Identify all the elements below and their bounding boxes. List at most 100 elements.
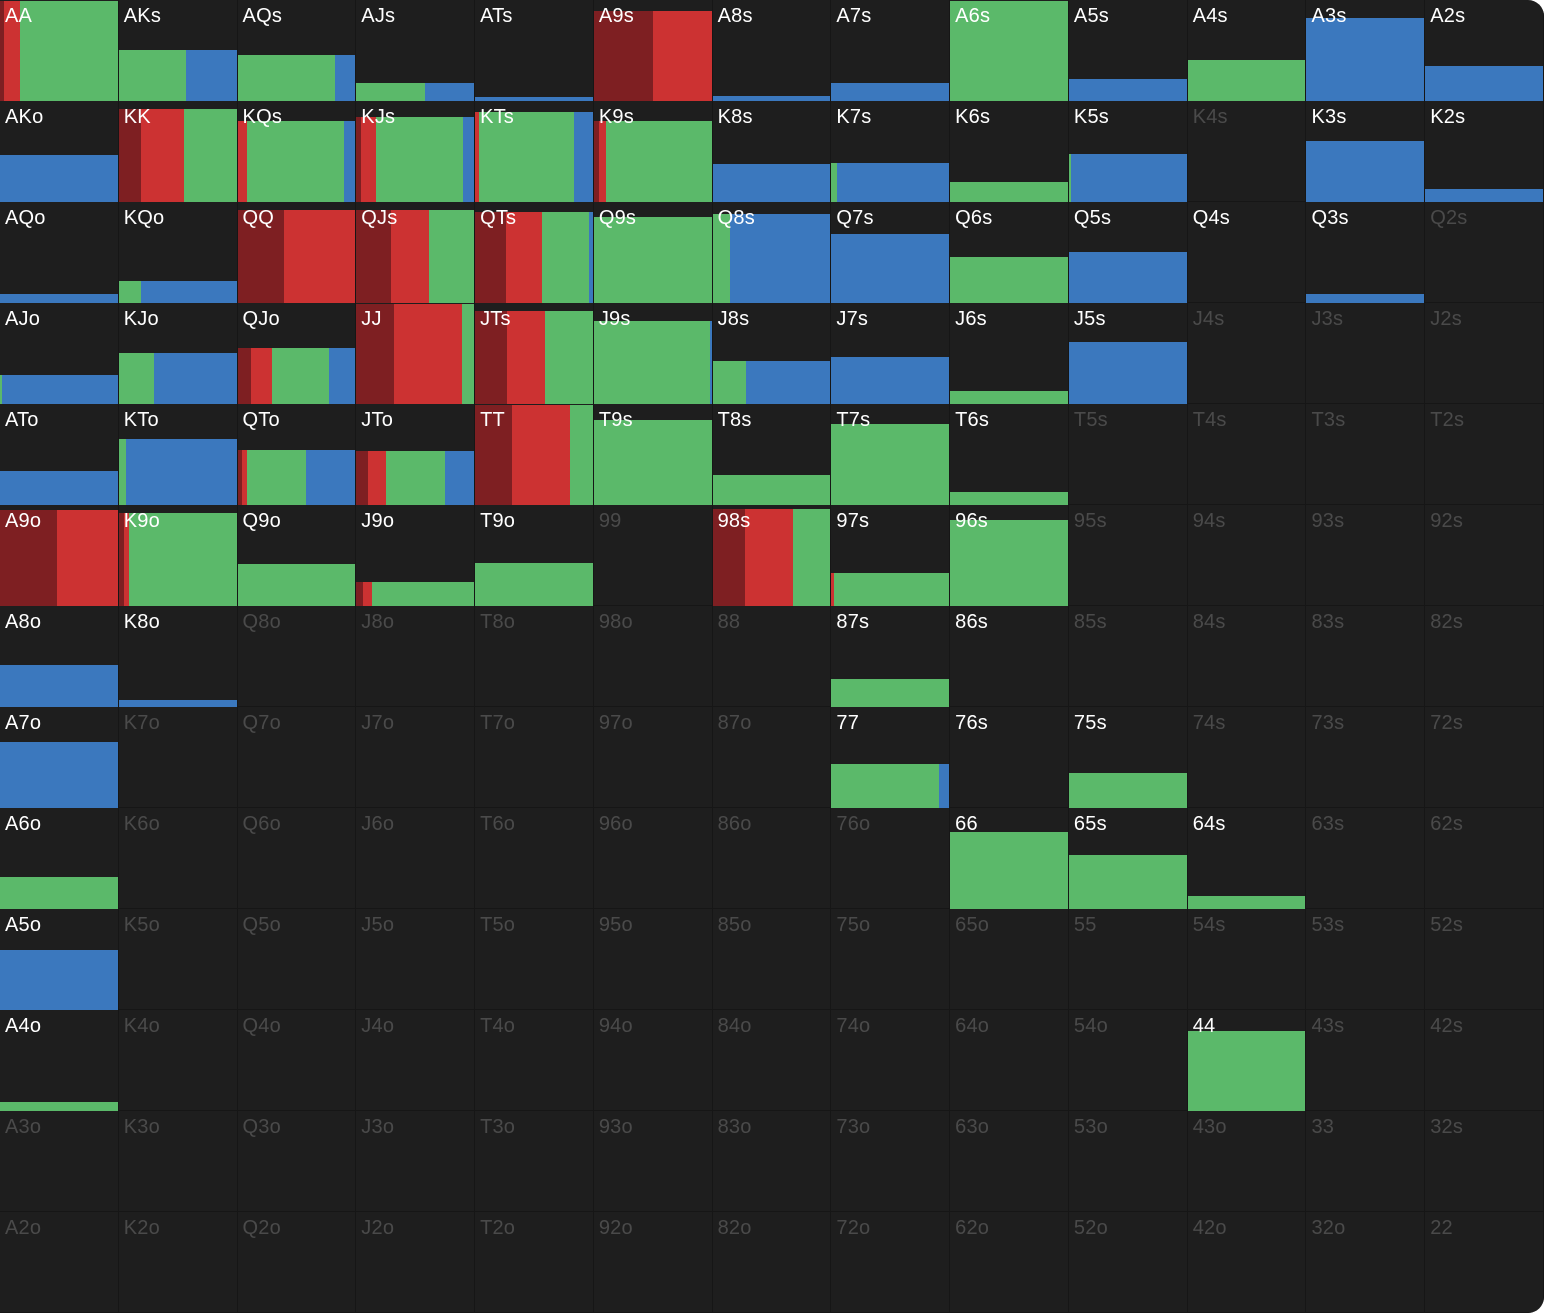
hand-cell-63o[interactable]: 63o — [950, 1111, 1069, 1212]
hand-cell-q9s[interactable]: Q9s — [593, 202, 713, 303]
hand-cell-j6o[interactable]: J6o — [356, 808, 475, 909]
hand-cell-k9o[interactable]: K9o — [118, 505, 238, 606]
hand-cell-54s[interactable]: 54s — [1187, 909, 1307, 1010]
hand-cell-j5o[interactable]: J5o — [356, 909, 475, 1010]
hand-cell-k9s[interactable]: K9s — [593, 101, 713, 202]
hand-cell-a2o[interactable]: A2o — [0, 1212, 119, 1313]
hand-cell-k3s[interactable]: K3s — [1306, 101, 1426, 202]
hand-cell-93o[interactable]: 93o — [593, 1111, 713, 1212]
hand-cell-77[interactable]: 77 — [831, 707, 951, 808]
hand-cell-qq[interactable]: QQ — [237, 202, 357, 303]
hand-cell-t5s[interactable]: T5s — [1068, 404, 1188, 505]
hand-cell-33[interactable]: 33 — [1306, 1111, 1425, 1212]
hand-cell-75o[interactable]: 75o — [831, 909, 950, 1010]
hand-cell-k8o[interactable]: K8o — [118, 606, 238, 707]
hand-cell-85s[interactable]: 85s — [1068, 606, 1188, 707]
hand-cell-97s[interactable]: 97s — [831, 505, 951, 606]
hand-cell-32o[interactable]: 32o — [1306, 1212, 1425, 1313]
hand-cell-aqo[interactable]: AQo — [0, 202, 119, 303]
hand-cell-q2o[interactable]: Q2o — [237, 1212, 357, 1313]
hand-cell-j6s[interactable]: J6s — [950, 303, 1069, 404]
hand-cell-92s[interactable]: 92s — [1425, 505, 1544, 606]
hand-cell-a4s[interactable]: A4s — [1187, 0, 1307, 101]
hand-cell-44[interactable]: 44 — [1187, 1010, 1307, 1111]
hand-cell-63s[interactable]: 63s — [1306, 808, 1425, 909]
hand-cell-a9s[interactable]: A9s — [593, 0, 713, 101]
hand-cell-75s[interactable]: 75s — [1068, 707, 1188, 808]
hand-cell-k5s[interactable]: K5s — [1068, 101, 1188, 202]
hand-cell-62o[interactable]: 62o — [950, 1212, 1069, 1313]
hand-cell-82o[interactable]: 82o — [712, 1212, 832, 1313]
hand-cell-74o[interactable]: 74o — [831, 1010, 950, 1111]
hand-cell-t9s[interactable]: T9s — [593, 404, 713, 505]
hand-cell-52s[interactable]: 52s — [1425, 909, 1544, 1010]
hand-cell-aqs[interactable]: AQs — [237, 0, 357, 101]
hand-cell-t9o[interactable]: T9o — [475, 505, 594, 606]
hand-cell-kk[interactable]: KK — [118, 101, 238, 202]
hand-cell-94o[interactable]: 94o — [593, 1010, 713, 1111]
hand-cell-87s[interactable]: 87s — [831, 606, 951, 707]
hand-cell-j8o[interactable]: J8o — [356, 606, 475, 707]
hand-cell-q6o[interactable]: Q6o — [237, 808, 357, 909]
hand-cell-qts[interactable]: QTs — [475, 202, 594, 303]
hand-cell-43s[interactable]: 43s — [1306, 1010, 1425, 1111]
hand-cell-qjs[interactable]: QJs — [356, 202, 476, 303]
hand-cell-83s[interactable]: 83s — [1306, 606, 1425, 707]
hand-cell-ato[interactable]: ATo — [0, 404, 119, 505]
hand-cell-kto[interactable]: KTo — [118, 404, 238, 505]
hand-cell-a7s[interactable]: A7s — [831, 0, 951, 101]
hand-cell-53o[interactable]: 53o — [1068, 1111, 1188, 1212]
hand-cell-42s[interactable]: 42s — [1425, 1010, 1544, 1111]
hand-cell-k2s[interactable]: K2s — [1425, 101, 1544, 202]
hand-cell-j7o[interactable]: J7o — [356, 707, 475, 808]
hand-cell-64o[interactable]: 64o — [950, 1010, 1069, 1111]
hand-cell-ako[interactable]: AKo — [0, 101, 119, 202]
hand-cell-tt[interactable]: TT — [475, 404, 594, 505]
hand-cell-87o[interactable]: 87o — [712, 707, 832, 808]
hand-cell-q8o[interactable]: Q8o — [237, 606, 357, 707]
hand-cell-q6s[interactable]: Q6s — [950, 202, 1069, 303]
hand-cell-t3o[interactable]: T3o — [475, 1111, 594, 1212]
hand-cell-kqo[interactable]: KQo — [118, 202, 238, 303]
hand-cell-kts[interactable]: KTs — [475, 101, 594, 202]
hand-cell-74s[interactable]: 74s — [1187, 707, 1307, 808]
hand-cell-k7o[interactable]: K7o — [118, 707, 238, 808]
hand-cell-86o[interactable]: 86o — [712, 808, 832, 909]
hand-cell-k8s[interactable]: K8s — [712, 101, 832, 202]
hand-cell-a6o[interactable]: A6o — [0, 808, 119, 909]
hand-cell-73s[interactable]: 73s — [1306, 707, 1425, 808]
hand-cell-t3s[interactable]: T3s — [1306, 404, 1425, 505]
hand-cell-j9s[interactable]: J9s — [593, 303, 713, 404]
hand-cell-q3o[interactable]: Q3o — [237, 1111, 357, 1212]
hand-cell-a5s[interactable]: A5s — [1068, 0, 1188, 101]
hand-cell-88[interactable]: 88 — [712, 606, 832, 707]
hand-cell-q2s[interactable]: Q2s — [1425, 202, 1544, 303]
hand-cell-95o[interactable]: 95o — [593, 909, 713, 1010]
hand-cell-32s[interactable]: 32s — [1425, 1111, 1544, 1212]
hand-cell-96o[interactable]: 96o — [593, 808, 713, 909]
hand-cell-qto[interactable]: QTo — [237, 404, 357, 505]
hand-cell-a3s[interactable]: A3s — [1306, 0, 1426, 101]
hand-cell-a8s[interactable]: A8s — [712, 0, 832, 101]
hand-cell-ats[interactable]: ATs — [475, 0, 594, 101]
hand-cell-42o[interactable]: 42o — [1187, 1212, 1307, 1313]
hand-cell-a8o[interactable]: A8o — [0, 606, 119, 707]
hand-cell-98o[interactable]: 98o — [593, 606, 713, 707]
hand-cell-55[interactable]: 55 — [1068, 909, 1188, 1010]
hand-cell-84o[interactable]: 84o — [712, 1010, 832, 1111]
hand-cell-j2o[interactable]: J2o — [356, 1212, 475, 1313]
hand-cell-kqs[interactable]: KQs — [237, 101, 357, 202]
hand-cell-72s[interactable]: 72s — [1425, 707, 1544, 808]
hand-cell-83o[interactable]: 83o — [712, 1111, 832, 1212]
hand-cell-98s[interactable]: 98s — [712, 505, 832, 606]
hand-cell-76o[interactable]: 76o — [831, 808, 950, 909]
hand-cell-k6s[interactable]: K6s — [950, 101, 1069, 202]
hand-cell-99[interactable]: 99 — [593, 505, 713, 606]
hand-cell-43o[interactable]: 43o — [1187, 1111, 1307, 1212]
hand-cell-j8s[interactable]: J8s — [712, 303, 832, 404]
hand-cell-t7o[interactable]: T7o — [475, 707, 594, 808]
hand-cell-ajo[interactable]: AJo — [0, 303, 119, 404]
hand-cell-53s[interactable]: 53s — [1306, 909, 1425, 1010]
hand-cell-jto[interactable]: JTo — [356, 404, 476, 505]
hand-cell-k4s[interactable]: K4s — [1187, 101, 1307, 202]
